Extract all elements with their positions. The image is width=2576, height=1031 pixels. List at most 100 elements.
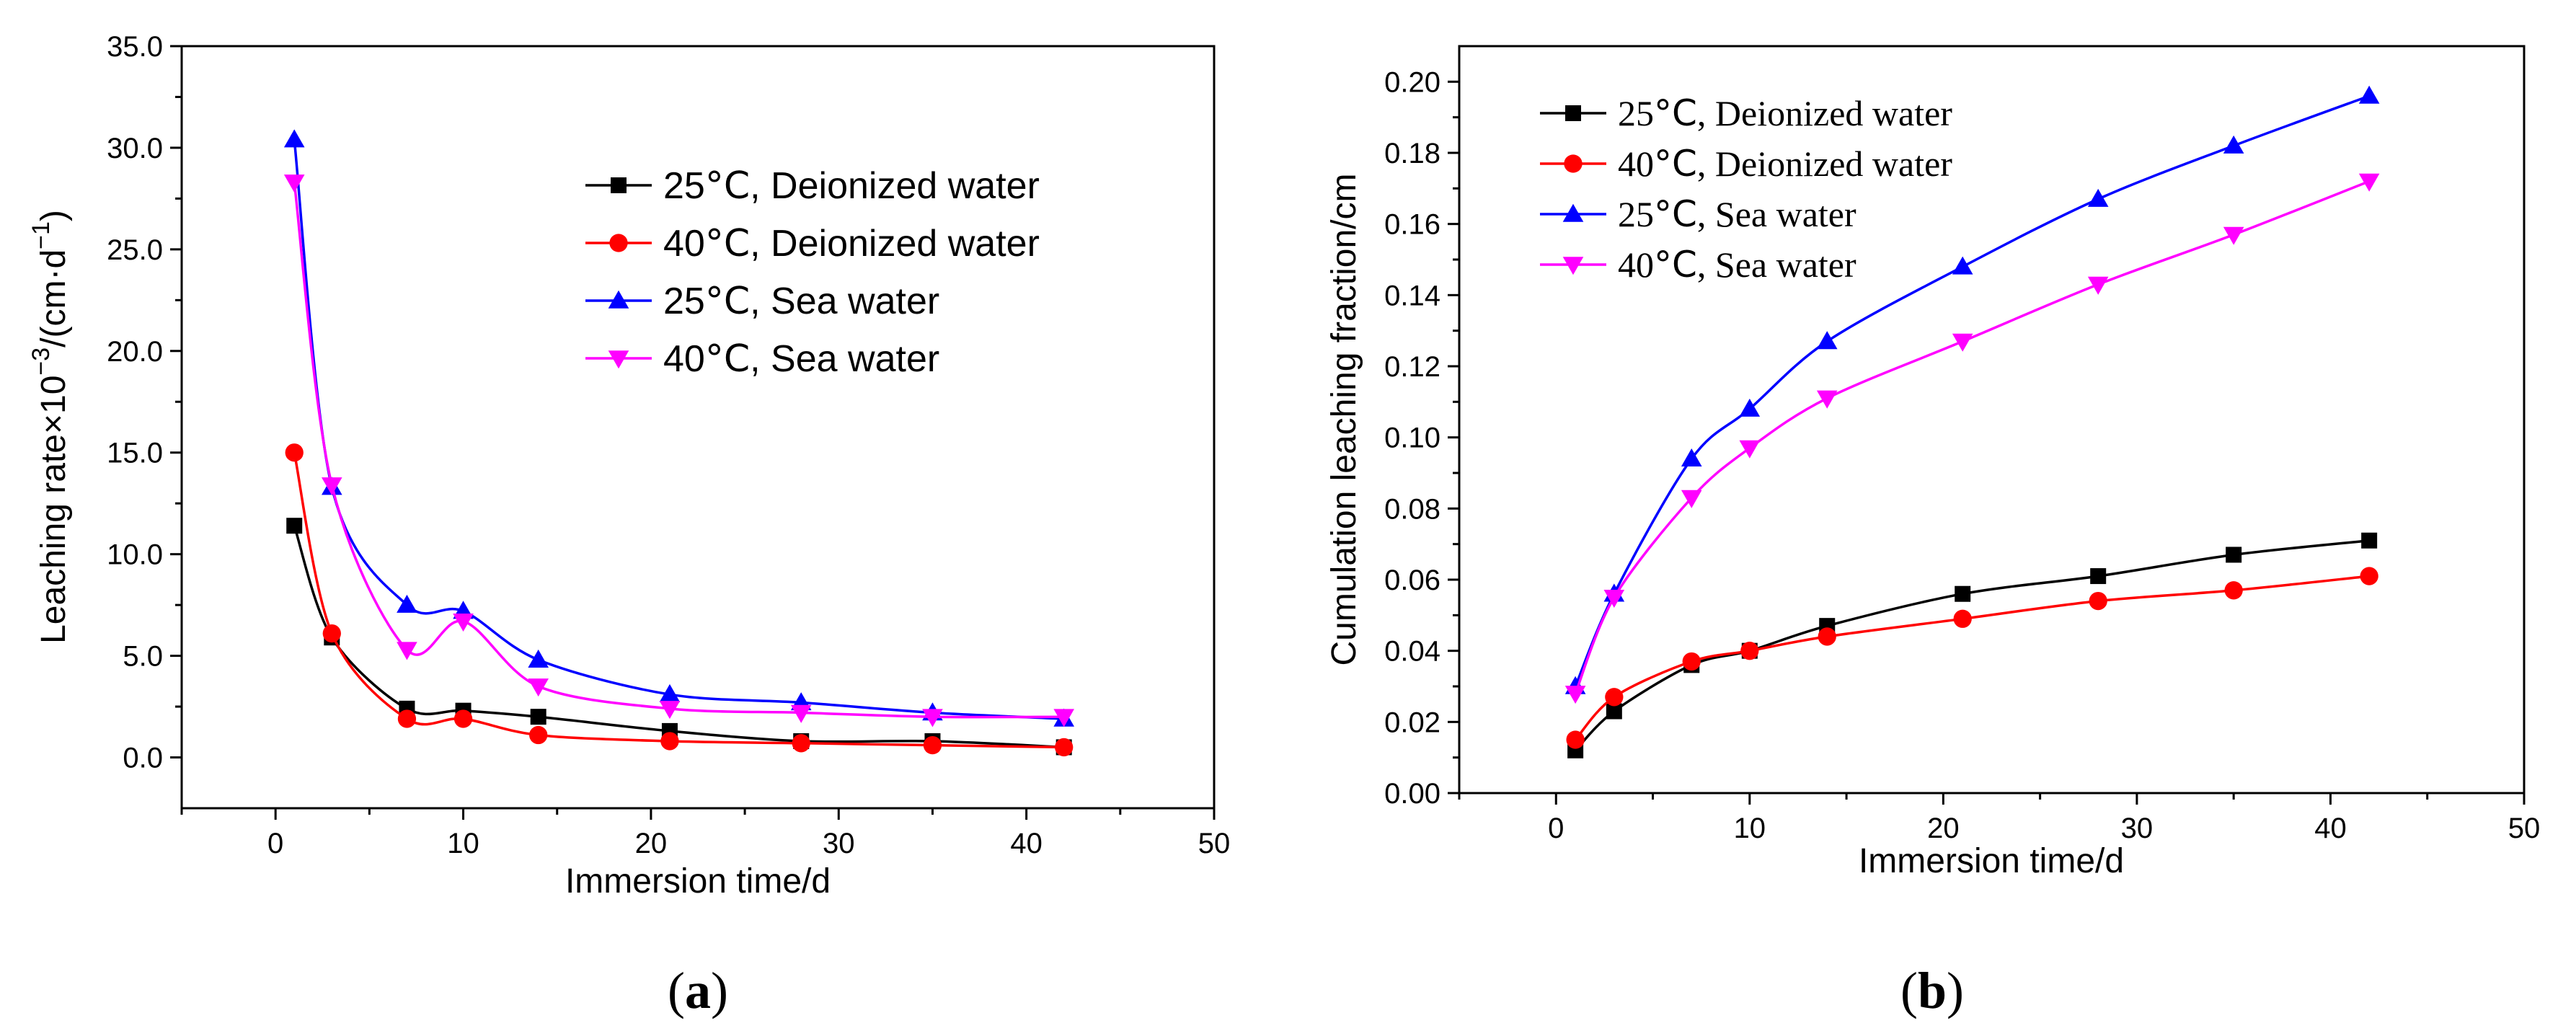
data-point-square	[1955, 585, 1971, 602]
panel-b-chart: 0 10 20 30 40 50 0.00 0.02 0.04 0.06 0.08 0.10 0.12 0…	[1325, 45, 2540, 1019]
data-point-triangle-down	[1816, 390, 1838, 409]
data-point-circle	[660, 732, 679, 751]
data-point-circle	[2224, 581, 2243, 600]
data-point-triangle-down	[1681, 490, 1702, 508]
legend-label: 25°C, Deionized water	[1618, 92, 1952, 134]
panel-a-x-axis-label: Immersion time/d	[565, 862, 831, 901]
legend-marker-square	[611, 177, 627, 193]
data-point-square	[2090, 568, 2107, 585]
data-point-triangle-up	[1952, 256, 1973, 275]
series-line-triangle-down	[1574, 180, 2370, 694]
y-tick-label: 25.0	[107, 234, 163, 266]
data-point-circle	[1055, 738, 1074, 757]
data-point-square	[2226, 547, 2242, 563]
data-point-circle	[792, 734, 810, 753]
panel-b-x-axis-label: Immersion time/d	[1859, 842, 2124, 880]
series-line-triangle-up	[1574, 94, 2370, 687]
data-point-square	[286, 518, 303, 534]
data-point-triangle-up	[1816, 331, 1838, 350]
y-tick-label: 20.0	[107, 336, 163, 368]
data-point-circle	[285, 443, 304, 462]
panel-a-ticks: 0 10 20 30 40 50 0.0 5.0 10.0 15.0 20.0 25.0 30.0 35.…	[107, 31, 1230, 859]
data-point-triangle-down	[922, 709, 943, 727]
panel-a-series-group	[283, 129, 1075, 757]
x-tick-label: 30	[2121, 813, 2154, 844]
legend-marker-triangle-up	[608, 290, 629, 309]
x-tick-label: 30	[823, 828, 855, 859]
legend-label: 25°C, Sea water	[1618, 193, 1856, 235]
data-point-triangle-down	[1053, 709, 1075, 727]
data-point-circle	[1566, 730, 1585, 749]
data-point-triangle-down	[283, 174, 305, 193]
x-tick-label: 10	[1734, 813, 1766, 844]
data-point-triangle-down	[1564, 686, 1586, 704]
panel-a-plot-frame	[180, 45, 1216, 810]
x-tick-label: 50	[1198, 828, 1231, 859]
data-point-triangle-down	[397, 642, 417, 660]
data-point-triangle-up	[2223, 135, 2244, 154]
series-line-square	[1574, 539, 2370, 752]
x-tick-label: 40	[2314, 813, 2347, 844]
legend-marker-circle	[1564, 154, 1583, 173]
data-point-triangle-up	[2358, 85, 2380, 104]
data-point-triangle-down	[659, 701, 681, 720]
data-point-triangle-up	[659, 683, 681, 702]
panel-a-chart: 0 10 20 30 40 50 0.0 5.0 10.0 15.0 20.0 25.0 30.0 35.…	[27, 31, 1230, 1019]
y-tick-label: 0.10	[1384, 422, 1440, 454]
data-point-circle	[1953, 609, 1972, 628]
data-point-square	[2361, 532, 2378, 549]
data-point-circle	[529, 725, 548, 745]
y-tick-label: 10.0	[107, 539, 163, 571]
panel-b-series-group	[1564, 85, 2380, 758]
data-point-triangle-down	[1603, 589, 1625, 608]
y-tick-label: 0.08	[1384, 493, 1440, 525]
panel-b-label: (b)	[1900, 962, 1964, 1019]
legend-marker-triangle-up	[1562, 203, 1584, 222]
panel-a-y-axis-label: Leaching rate×10−3/(cm·d−1)	[27, 210, 73, 644]
data-point-circle	[1740, 642, 1759, 660]
x-tick-label: 0	[267, 828, 283, 859]
x-tick-label: 20	[1927, 813, 1960, 844]
data-point-triangle-up	[1739, 398, 1761, 417]
y-tick-label: 0.12	[1384, 351, 1440, 383]
data-point-circle	[1682, 652, 1701, 671]
panel-b-plot-frame	[1458, 45, 2526, 795]
data-point-circle	[2089, 591, 2107, 611]
data-point-circle	[453, 709, 473, 728]
legend-label: 40°C, Sea water	[1618, 244, 1856, 286]
legend-marker-triangle-down	[1562, 257, 1584, 275]
y-tick-label: 0.02	[1384, 707, 1440, 738]
legend-marker-triangle-down	[608, 350, 629, 369]
series-line-circle	[1574, 575, 2370, 741]
x-tick-label: 20	[635, 828, 668, 859]
data-point-triangle-up	[528, 649, 549, 668]
data-point-triangle-down	[790, 704, 812, 723]
legend-label: 40°C, Sea water	[663, 337, 939, 381]
x-tick-label: 10	[447, 828, 479, 859]
y-tick-label: 0.16	[1384, 209, 1440, 241]
y-tick-label: 0.18	[1384, 138, 1440, 169]
data-point-triangle-down	[2087, 276, 2109, 295]
legend-marker-circle	[609, 234, 628, 252]
data-point-circle	[2360, 567, 2378, 585]
legend-label: 40°C, Deionized water	[1618, 143, 1952, 185]
y-tick-label: 0.14	[1384, 280, 1440, 311]
x-tick-label: 50	[2508, 813, 2541, 844]
data-point-circle	[923, 735, 942, 755]
data-point-triangle-up	[1681, 448, 1702, 466]
data-point-triangle-down	[528, 678, 549, 697]
panel-a-legend: 25°C, Deionized water 40°C, Deionized wat…	[585, 164, 1040, 381]
data-point-triangle-down	[1739, 440, 1761, 459]
data-point-circle	[397, 709, 417, 728]
panel-b-ticks: 0 10 20 30 40 50 0.00 0.02 0.04 0.06 0.08 0.10 0.12 0…	[1384, 66, 2540, 844]
legend-marker-square	[1565, 105, 1581, 121]
y-tick-label: 0.00	[1384, 778, 1440, 810]
data-point-circle	[1818, 627, 1836, 646]
data-point-circle	[1605, 688, 1624, 707]
data-point-triangle-up	[283, 129, 305, 148]
panel-a-label: (a)	[668, 962, 728, 1019]
data-point-square	[1606, 703, 1622, 720]
panel-b-y-axis-label: Cumulation leaching fraction/cm	[1325, 174, 1363, 666]
y-tick-label: 0.20	[1384, 66, 1440, 98]
data-point-triangle-down	[2358, 173, 2380, 192]
